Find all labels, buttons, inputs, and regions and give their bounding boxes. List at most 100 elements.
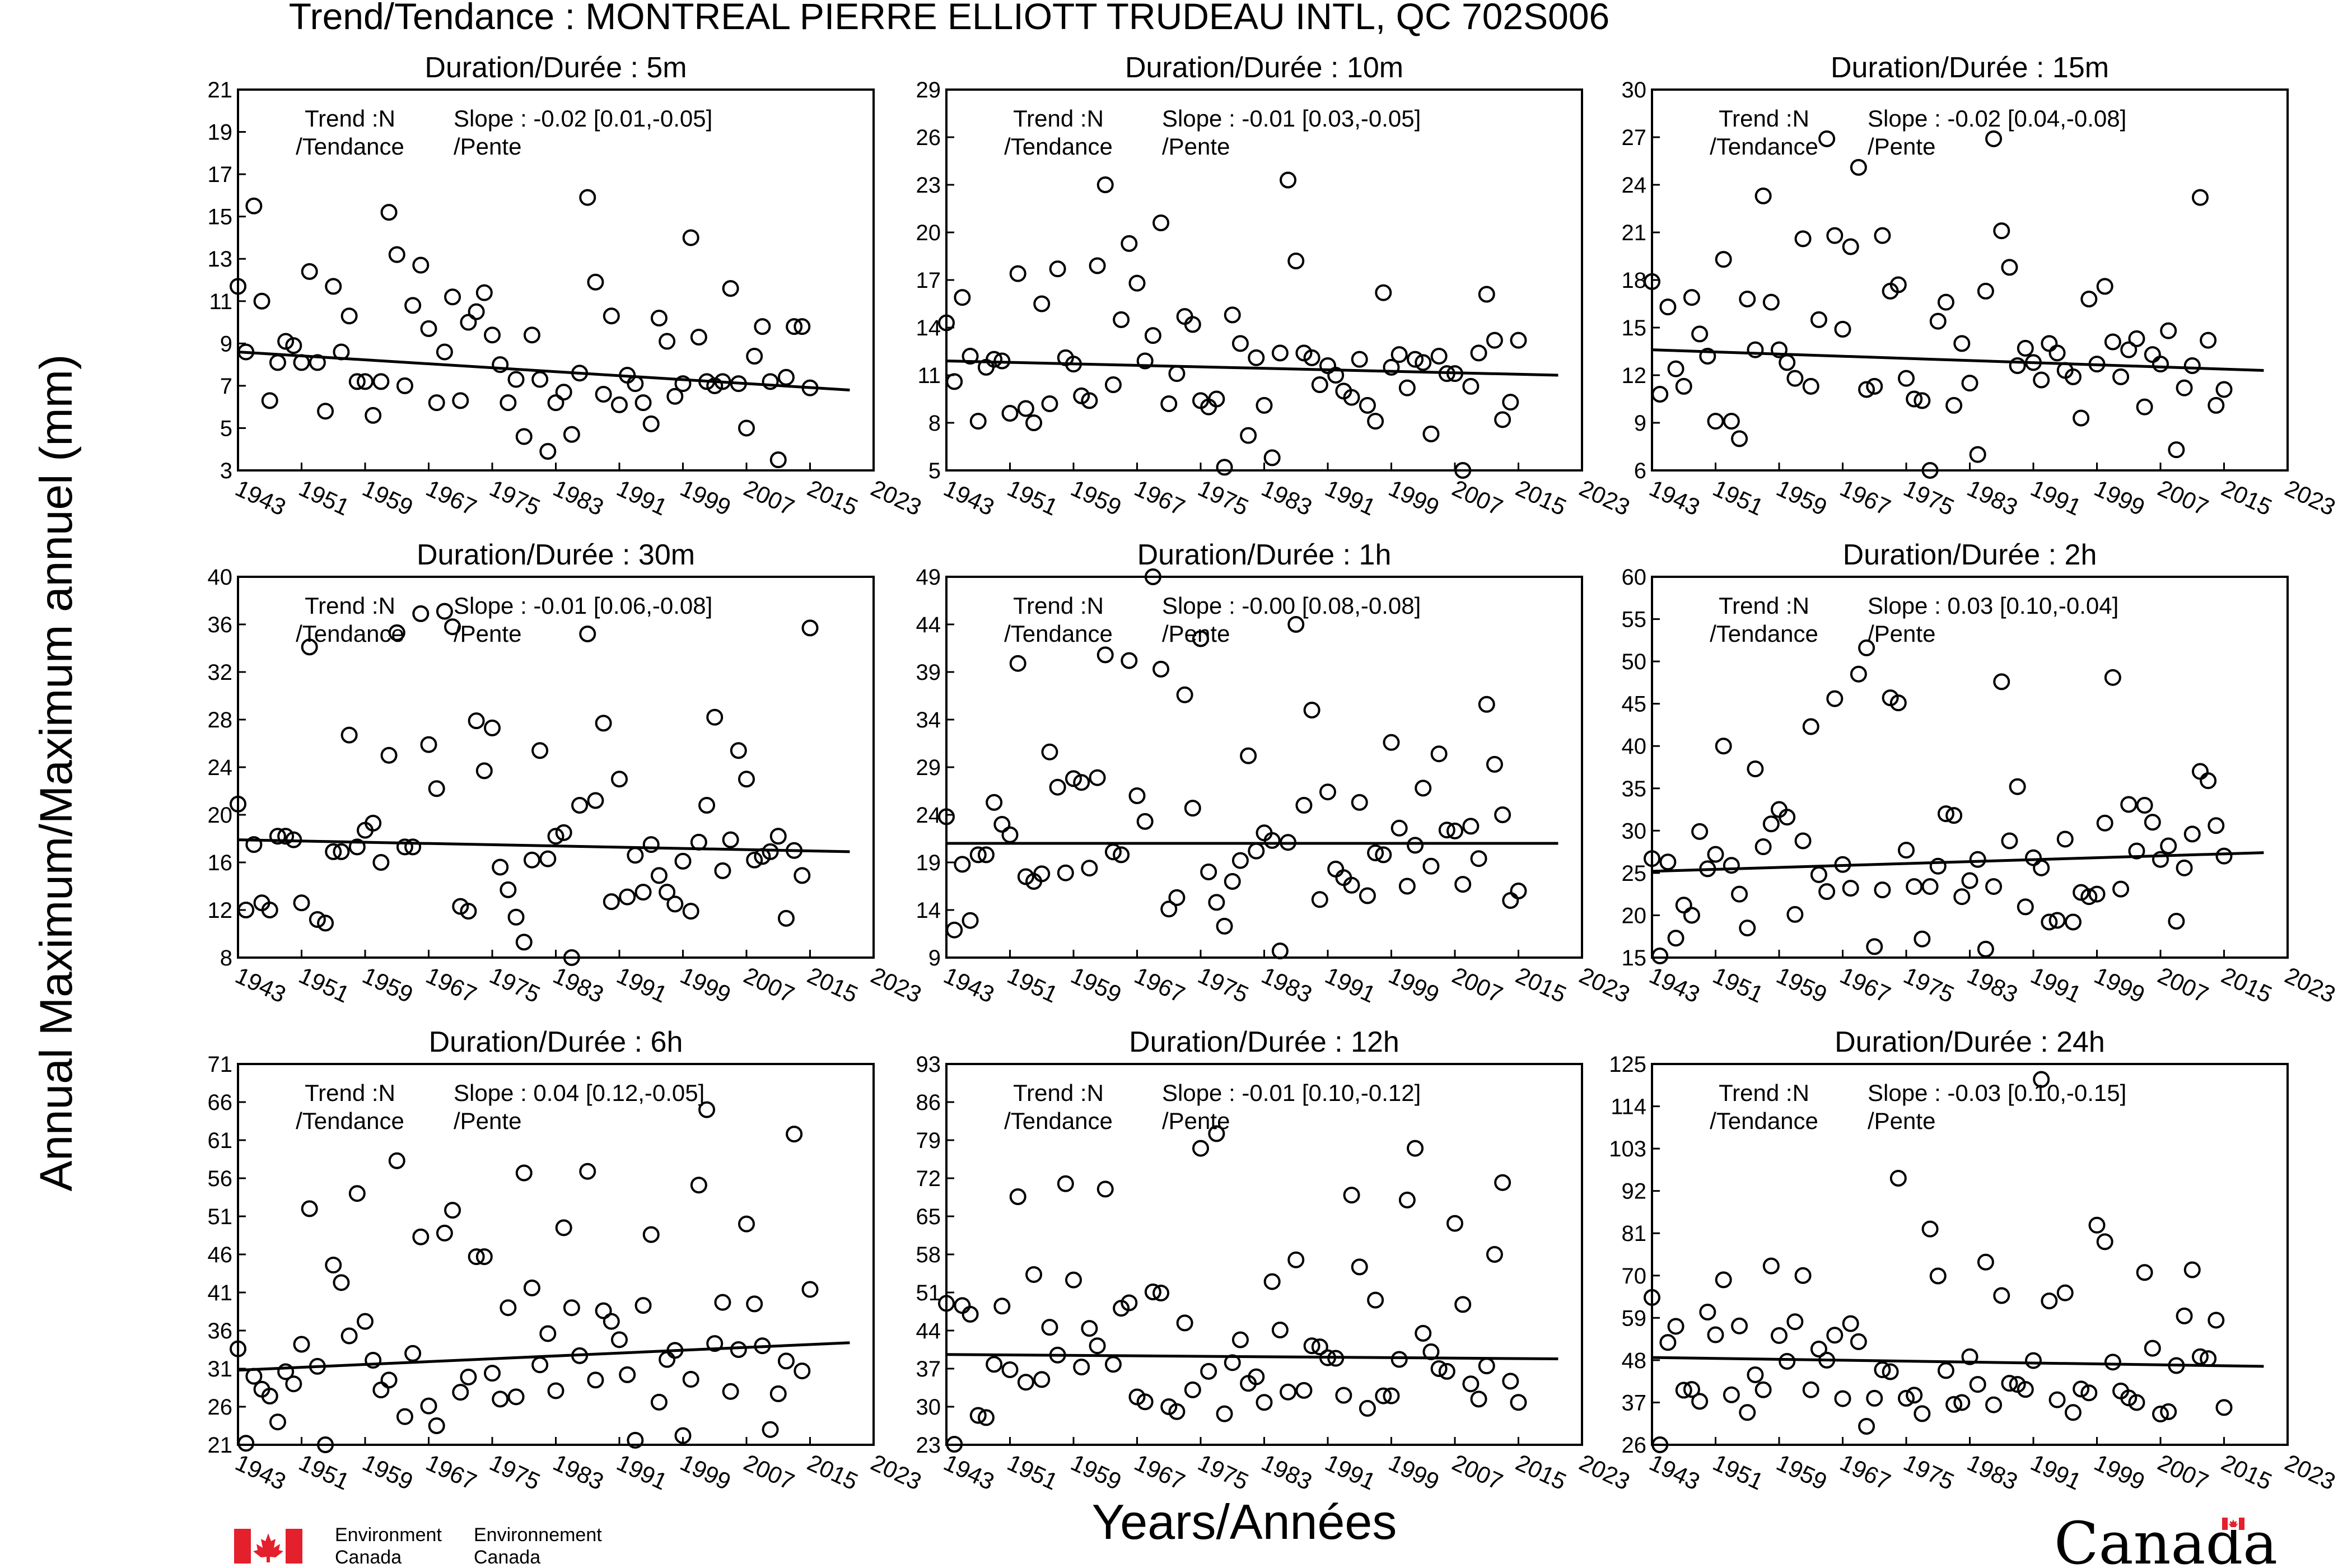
data-point (2048, 1391, 2066, 1408)
data-point (2056, 830, 2074, 848)
y-tick-label: 21 (1622, 221, 1647, 245)
data-point (515, 428, 533, 445)
data-point (2009, 778, 2026, 795)
data-point (1152, 660, 1170, 678)
data-point (1168, 365, 1186, 382)
data-point (1906, 390, 1923, 408)
trend-label2: /Tendance (1004, 620, 1113, 647)
data-point (1644, 850, 1660, 867)
data-point (714, 1294, 731, 1311)
x-tick-label: 1943 (940, 1449, 998, 1495)
y-tick-label: 58 (916, 1243, 941, 1267)
data-point (650, 310, 668, 326)
data-point (1802, 377, 1819, 395)
data-point (507, 1388, 525, 1406)
data-point (523, 851, 540, 869)
data-point (1699, 1304, 1716, 1321)
y-tick-label: 21 (208, 78, 233, 102)
panel-3: Duration/Durée : 30m 8 12 16 20 24 28 32 36 40 194… (208, 539, 926, 1008)
trend-line (946, 1353, 1558, 1361)
data-point (1921, 1220, 1939, 1238)
data-point (1383, 1387, 1400, 1404)
data-point (1454, 876, 1472, 893)
data-point (293, 1336, 310, 1353)
data-point (962, 912, 979, 929)
trend-label: Trend :N (1719, 1080, 1809, 1106)
data-point (1985, 1396, 2003, 1413)
y-tick-label: 15 (1622, 316, 1647, 340)
data-point (2001, 1375, 2018, 1392)
data-point (388, 624, 405, 641)
data-point (1977, 282, 1994, 300)
y-tick-label: 55 (1622, 608, 1647, 632)
data-point (993, 816, 1011, 833)
y-tick-label: 23 (916, 1433, 941, 1458)
data-point (507, 371, 525, 388)
trend-label: Trend :N (1013, 105, 1104, 132)
data-point (1208, 894, 1225, 911)
data-point (634, 394, 652, 412)
data-point (682, 229, 699, 246)
y-tick-label: 51 (916, 1281, 941, 1305)
data-point (746, 348, 763, 365)
data-point (1327, 367, 1345, 384)
y-tick-label: 11 (209, 290, 232, 314)
dept-en-line2: Canada (335, 1547, 402, 1568)
x-tick-label: 1999 (676, 962, 735, 1008)
y-tick-label: 27 (1622, 125, 1647, 150)
data-point (1089, 1337, 1106, 1355)
data-point (722, 1383, 739, 1400)
data-point (1929, 312, 1947, 330)
y-tick-label: 81 (1622, 1221, 1647, 1246)
data-point (786, 318, 803, 335)
data-point (1390, 1351, 1408, 1368)
data-point (237, 1435, 255, 1452)
data-point (261, 1387, 278, 1404)
x-tick-label: 1959 (1772, 962, 1831, 1008)
data-point (1644, 273, 1660, 290)
data-point (539, 1325, 557, 1342)
data-point (587, 792, 604, 809)
trend-line (1651, 348, 2264, 372)
data-point (1351, 351, 1368, 368)
data-point (1168, 889, 1186, 906)
data-point (1343, 876, 1360, 894)
dept-fr-line1: Environnement (474, 1524, 602, 1546)
canada-flag-icon (234, 1529, 302, 1564)
x-tick-label: 1999 (2090, 475, 2149, 521)
trend-line (237, 838, 850, 853)
data-point (277, 828, 295, 845)
trend-label: Trend :N (1719, 592, 1809, 619)
data-point (1375, 1387, 1392, 1404)
data-point (230, 278, 246, 295)
data-point (317, 403, 334, 420)
x-tick-label: 1991 (2027, 962, 2085, 1008)
data-point (1001, 405, 1019, 422)
data-point (1858, 1418, 1875, 1435)
data-point (2112, 880, 2130, 898)
data-point (2033, 371, 2050, 389)
panel-title: Duration/Durée : 2h (1843, 539, 2097, 571)
data-point (738, 771, 755, 788)
data-point (1375, 846, 1392, 864)
data-point (1462, 818, 1480, 835)
trend-label2: /Tendance (1710, 133, 1818, 160)
data-point (1478, 286, 1495, 303)
y-tick-label: 29 (916, 755, 941, 780)
data-point (1001, 1361, 1019, 1378)
data-point (404, 297, 422, 314)
slope-label2: /Pente (1868, 1108, 1935, 1134)
data-point (1651, 1436, 1669, 1453)
data-point (1651, 947, 1669, 964)
data-point (2033, 859, 2050, 876)
data-point (1271, 942, 1289, 960)
trend-line (1651, 851, 2264, 873)
data-point (666, 388, 684, 405)
trend-label2: /Tendance (1004, 1108, 1113, 1134)
data-point (946, 1436, 963, 1453)
data-point (1096, 176, 1114, 193)
x-tick-label: 1975 (1194, 962, 1253, 1008)
panel-7: Duration/Durée : 12h 23 30 37 44 51 58 65 72 79 86… (916, 1026, 1634, 1495)
dept-en-line1: Environment (335, 1524, 442, 1546)
data-point (1287, 1251, 1305, 1268)
